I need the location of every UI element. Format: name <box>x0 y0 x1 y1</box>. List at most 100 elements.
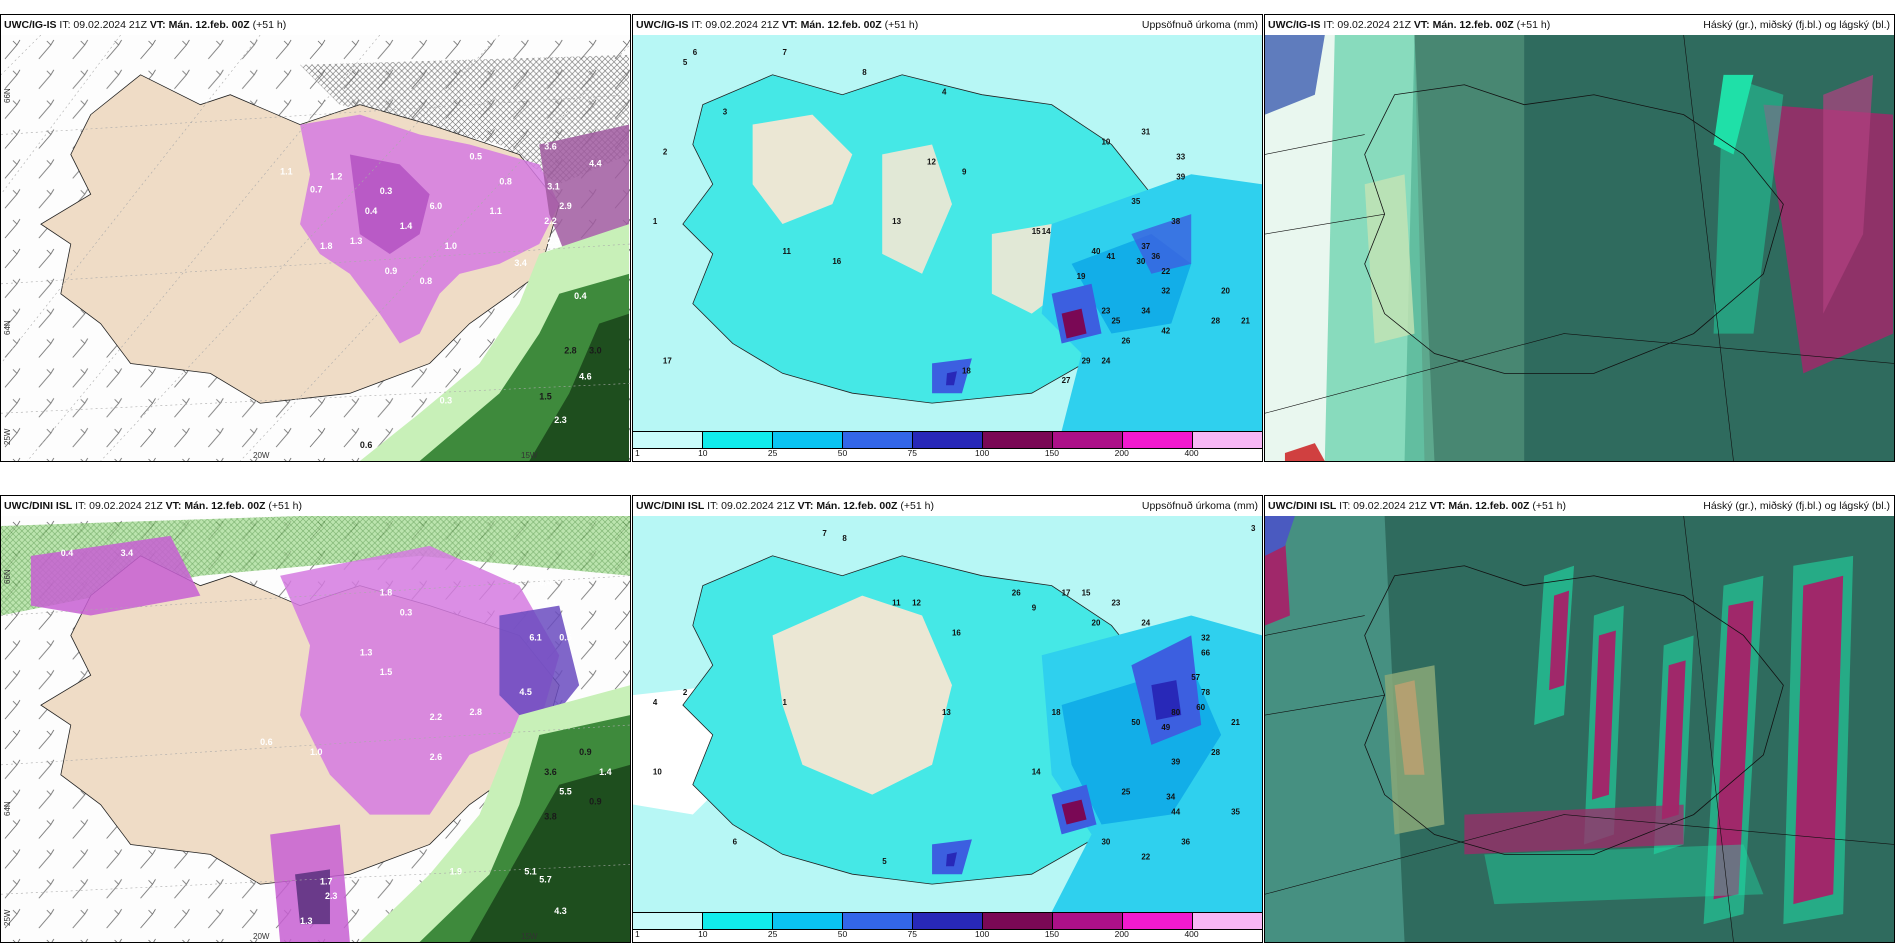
lead-time: (+51 h) <box>252 19 287 31</box>
svg-text:1.3: 1.3 <box>300 916 312 926</box>
map-canvas: 0.9 1.4 1.1 3.4 0.4 1.8 1.3 1.5 0.5 0.3 … <box>1 516 630 942</box>
svg-text:1.3: 1.3 <box>350 236 362 246</box>
svg-text:14: 14 <box>1042 227 1051 236</box>
legend-swatch <box>773 432 843 448</box>
svg-text:1.2: 1.2 <box>330 171 342 181</box>
lat-label: 25W <box>3 909 12 926</box>
lead-time: (+51 h) <box>900 500 934 512</box>
legend-label: 10 <box>698 929 708 939</box>
model-name: UWC/DINI ISL <box>4 500 73 512</box>
svg-text:34: 34 <box>1141 307 1150 316</box>
svg-text:33: 33 <box>1176 152 1185 161</box>
legend-swatch <box>983 913 1053 929</box>
svg-text:0.5: 0.5 <box>470 151 482 161</box>
svg-text:21: 21 <box>1231 718 1240 727</box>
svg-text:36: 36 <box>1151 252 1160 261</box>
legend-label: 150 <box>1044 929 1059 939</box>
lon-label: 20W <box>253 932 270 941</box>
svg-text:1.5: 1.5 <box>539 391 551 401</box>
lat-label: 64N <box>3 320 12 335</box>
svg-text:12: 12 <box>912 599 921 608</box>
svg-text:4: 4 <box>653 698 658 707</box>
legend-label: 400 <box>1184 448 1199 458</box>
model-name: UWC/IG-IS <box>636 19 689 31</box>
panel-title: Uppsöfnuð úrkoma (mm) <box>1141 19 1258 31</box>
svg-text:1.5: 1.5 <box>380 667 392 677</box>
svg-text:26: 26 <box>1012 589 1021 598</box>
svg-text:14: 14 <box>1032 768 1041 777</box>
init-time: IT: 09.02.2024 21Z <box>1339 500 1427 512</box>
svg-text:0.9: 0.9 <box>385 266 397 276</box>
svg-text:2.8: 2.8 <box>564 346 576 356</box>
svg-text:2: 2 <box>683 688 688 697</box>
svg-text:19: 19 <box>1077 272 1086 281</box>
map-canvas <box>1265 516 1894 942</box>
svg-text:35: 35 <box>1231 807 1240 816</box>
svg-text:2.2: 2.2 <box>430 712 442 722</box>
svg-text:13: 13 <box>942 708 951 717</box>
legend-swatch <box>1053 913 1123 929</box>
svg-text:6: 6 <box>733 837 738 846</box>
svg-text:21: 21 <box>1241 317 1250 326</box>
svg-text:34: 34 <box>1166 793 1175 802</box>
init-time: IT: 09.02.2024 21Z <box>1323 19 1411 31</box>
svg-text:78: 78 <box>1201 688 1210 697</box>
model-name: UWC/IG-IS <box>4 19 57 31</box>
svg-text:39: 39 <box>1176 172 1185 181</box>
svg-text:18: 18 <box>1052 708 1061 717</box>
svg-text:24: 24 <box>1102 356 1111 365</box>
svg-text:10: 10 <box>653 768 662 777</box>
svg-text:4.6: 4.6 <box>579 371 591 381</box>
panel-header: UWC/IG-IS IT: 09.02.2024 21Z VT: Mán. 12… <box>1265 15 1894 35</box>
init-time: IT: 09.02.2024 21Z <box>691 19 779 31</box>
svg-text:4.5: 4.5 <box>519 687 531 697</box>
svg-text:0.9: 0.9 <box>579 747 591 757</box>
legend-swatch <box>913 432 983 448</box>
svg-text:26: 26 <box>1121 336 1130 345</box>
map-canvas: 3 8 7 10 11 12 16 20 26 9 15 17 23 24 32… <box>633 516 1262 912</box>
svg-text:5: 5 <box>882 857 887 866</box>
legend-swatch <box>1193 913 1262 929</box>
legend-label: 1 <box>635 448 640 458</box>
svg-text:0.7: 0.7 <box>310 184 322 194</box>
svg-text:1: 1 <box>783 698 788 707</box>
precip-legend: 1 10 25 50 75 100 150 200 400 <box>633 431 1262 461</box>
legend-label: 150 <box>1044 448 1059 458</box>
legend-swatch <box>983 432 1053 448</box>
svg-text:0.6: 0.6 <box>360 440 372 450</box>
svg-text:3.6: 3.6 <box>544 767 556 777</box>
svg-text:0.3: 0.3 <box>400 608 412 618</box>
svg-text:1.8: 1.8 <box>320 241 332 251</box>
svg-text:22: 22 <box>1161 267 1170 276</box>
legend-swatch <box>1053 432 1123 448</box>
panel-header: UWC/DINI ISL IT: 09.02.2024 21Z VT: Mán.… <box>1265 496 1894 516</box>
valid-time: VT: Mán. 12.feb. 00Z <box>797 500 898 512</box>
valid-time: VT: Mán. 12.feb. 00Z <box>165 500 266 512</box>
map-canvas <box>1265 35 1894 461</box>
legend-swatch <box>773 913 843 929</box>
legend-label: 25 <box>767 448 778 458</box>
svg-text:5.5: 5.5 <box>559 787 571 797</box>
lat-label: 66N <box>3 88 12 103</box>
svg-text:11: 11 <box>783 247 792 256</box>
svg-text:3.4: 3.4 <box>121 548 133 558</box>
legend-label: 10 <box>698 448 708 458</box>
svg-text:20: 20 <box>1221 287 1230 296</box>
svg-text:27: 27 <box>1062 376 1071 385</box>
legend-swatch <box>703 432 773 448</box>
legend-swatch <box>1193 432 1262 448</box>
svg-text:1.0: 1.0 <box>445 241 457 251</box>
svg-text:11: 11 <box>892 599 901 608</box>
map-canvas: 1.1 0.7 1.2 1.3 0.8 0.4 1.8 0.3 0.5 3.6 … <box>1 35 630 461</box>
svg-text:32: 32 <box>1161 287 1170 296</box>
svg-text:0.3: 0.3 <box>440 395 452 405</box>
svg-text:1.9: 1.9 <box>450 866 462 876</box>
svg-text:36: 36 <box>1181 837 1190 846</box>
svg-text:3.4: 3.4 <box>514 258 526 268</box>
map-panel-bottom-left: UWC/DINI ISL IT: 09.02.2024 21Z VT: Mán.… <box>0 495 631 943</box>
svg-text:3.0: 3.0 <box>589 346 601 356</box>
svg-text:5.7: 5.7 <box>539 874 551 884</box>
svg-text:4: 4 <box>942 88 947 97</box>
svg-text:16: 16 <box>952 628 961 637</box>
svg-text:37: 37 <box>1141 242 1150 251</box>
